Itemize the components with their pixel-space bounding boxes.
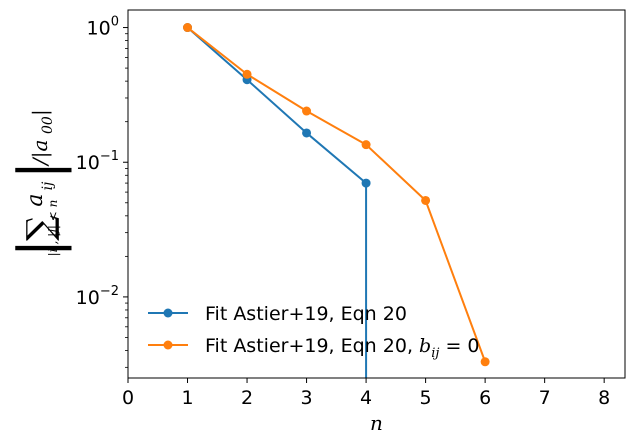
x-tick-label: 8 bbox=[598, 387, 610, 409]
data-point bbox=[183, 23, 193, 33]
data-point bbox=[302, 106, 312, 116]
data-point bbox=[421, 195, 431, 205]
x-tick-label: 2 bbox=[241, 387, 253, 409]
legend-item-eqn20: Fit Astier+19, Eqn 20 bbox=[148, 303, 407, 325]
legend: Fit Astier+19, Eqn 20 Fit Astier+19, Eqn… bbox=[148, 303, 480, 361]
data-point bbox=[480, 357, 490, 367]
y-axis-label-left-bar: | bbox=[7, 239, 72, 258]
series-layer bbox=[183, 23, 490, 378]
x-tick-label: 6 bbox=[479, 387, 491, 409]
legend-marker-eqn20-bij0 bbox=[163, 340, 173, 350]
legend-marker-eqn20 bbox=[163, 308, 173, 318]
legend-label-var: b bbox=[419, 335, 431, 357]
legend-label-eqn20-bij0: Fit Astier+19, Eqn 20, bij = 0 bbox=[205, 335, 480, 361]
legend-label-prefix: Fit Astier+19, Eqn 20, bbox=[205, 335, 419, 357]
x-tick-label: 7 bbox=[539, 387, 551, 409]
y-axis-label-term-subscript: ij bbox=[40, 181, 56, 190]
legend-label-suffix: = 0 bbox=[439, 335, 479, 357]
x-tick-label: 4 bbox=[360, 387, 372, 409]
y-tick-label: 10−1 bbox=[76, 149, 119, 174]
data-point bbox=[361, 140, 371, 150]
y-axis-label-sum-subscript: |i|, |j| < n bbox=[46, 200, 60, 257]
x-axis-label: n bbox=[370, 411, 383, 435]
plot-frame bbox=[127, 9, 626, 379]
y-axis-label-term: a bbox=[23, 193, 48, 206]
y-axis-label-divisor-close: | bbox=[28, 109, 53, 116]
y-tick-label: 100 bbox=[87, 15, 119, 40]
data-point bbox=[361, 178, 371, 188]
series-line-0 bbox=[186, 26, 368, 378]
x-ticks: 0 1 2 3 4 5 6 7 8 bbox=[122, 378, 610, 409]
x-tick-label: 1 bbox=[181, 387, 193, 409]
y-axis-label-divisor: /|a bbox=[28, 140, 53, 167]
y-axis-label: | ∑ |i|, |j| < n a ij | /|a 00 | bbox=[7, 109, 72, 257]
y-axis-label-right-bar: | bbox=[7, 161, 72, 180]
x-tick-label: 0 bbox=[122, 387, 134, 409]
y-axis-label-divisor-subscript: 00 bbox=[40, 116, 56, 134]
data-point bbox=[242, 69, 252, 79]
legend-label-eqn20: Fit Astier+19, Eqn 20 bbox=[205, 303, 407, 325]
data-point bbox=[302, 128, 312, 138]
y-ticks: 100 10−1 10−2 bbox=[76, 15, 128, 368]
legend-item-eqn20-bij0: Fit Astier+19, Eqn 20, bij = 0 bbox=[148, 335, 480, 361]
x-tick-label: 5 bbox=[420, 387, 432, 409]
y-axis-label-sum: ∑ bbox=[20, 215, 61, 241]
series-line-1 bbox=[186, 26, 487, 363]
legend-label-sub: ij bbox=[431, 346, 439, 361]
x-tick-label: 3 bbox=[301, 387, 313, 409]
y-tick-label: 10−2 bbox=[76, 284, 119, 309]
